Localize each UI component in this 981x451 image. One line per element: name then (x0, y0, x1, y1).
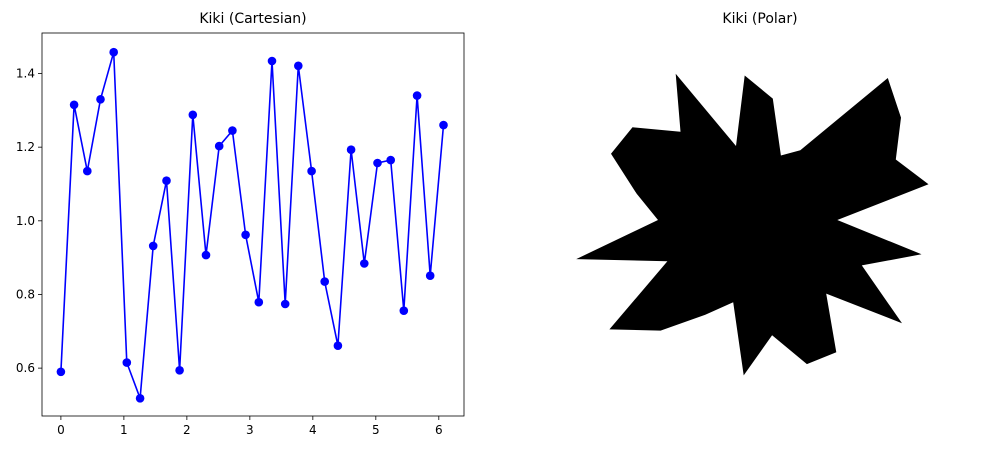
x-tick-label: 1 (120, 423, 128, 437)
x-tick-label: 4 (309, 423, 317, 437)
x-tick-label: 6 (435, 423, 443, 437)
data-point (412, 91, 422, 100)
data-point (425, 271, 435, 281)
data-point (373, 158, 382, 168)
y-axis-ticks: 0.6 0.8 1.0 1.2 1.4 (16, 67, 42, 375)
data-point (56, 367, 66, 377)
data-point (214, 141, 224, 151)
data-point (386, 155, 396, 165)
data-point (83, 166, 92, 176)
y-tick-label: 0.8 (16, 287, 35, 301)
data-point (333, 341, 343, 351)
cartesian-series (56, 47, 448, 403)
polar-title: Kiki (Polar) (722, 11, 797, 27)
data-point (399, 306, 409, 316)
series-line (60, 51, 445, 399)
x-tick-label: 0 (57, 423, 65, 437)
data-point (228, 126, 237, 135)
data-point (241, 230, 250, 240)
data-point (148, 241, 158, 251)
polar-panel: Kiki (Polar) (576, 11, 929, 376)
data-point (360, 259, 369, 268)
data-point (346, 145, 356, 154)
x-axis-ticks: 0 1 2 3 4 5 6 (57, 416, 443, 437)
cartesian-axes-frame (41, 32, 465, 417)
y-tick-label: 1.0 (16, 214, 35, 228)
cartesian-panel: Kiki (Cartesian) 0 1 2 3 4 5 6 0.6 0.8 1.0 1.2 1.4 (16, 11, 465, 437)
data-point (294, 61, 303, 71)
data-point (96, 95, 105, 104)
data-point (201, 250, 211, 260)
x-tick-label: 5 (372, 423, 380, 437)
data-point (175, 366, 184, 375)
data-point (254, 297, 264, 307)
data-point (320, 277, 330, 286)
data-point (162, 176, 171, 185)
data-point (135, 394, 145, 403)
polar-fill-shape (576, 73, 929, 376)
data-point (307, 166, 316, 176)
data-point (122, 358, 132, 367)
x-tick-label: 2 (183, 423, 191, 437)
y-tick-label: 1.2 (16, 140, 35, 154)
data-point (188, 110, 198, 120)
data-point (280, 299, 290, 309)
data-point (109, 47, 118, 57)
data-point (69, 100, 79, 110)
y-tick-label: 1.4 (16, 67, 35, 81)
x-tick-label: 3 (246, 423, 254, 437)
data-point (267, 56, 277, 66)
y-tick-label: 0.6 (16, 361, 35, 375)
cartesian-title: Kiki (Cartesian) (199, 11, 306, 27)
data-point (439, 120, 448, 130)
